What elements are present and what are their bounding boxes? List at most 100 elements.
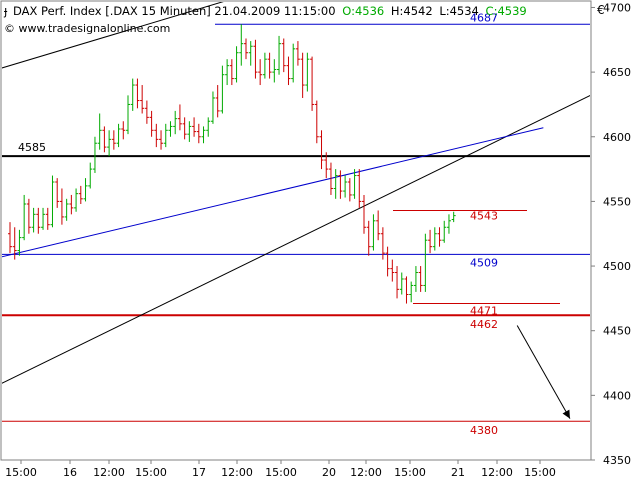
trend-line-3 (2, 127, 544, 258)
price-bar (182, 117, 187, 140)
price-bar (451, 211, 456, 223)
price-bar (399, 272, 404, 295)
y-tick-label: 4500 (603, 260, 631, 273)
price-bar (343, 175, 348, 198)
x-tick-label: 20 (322, 466, 336, 479)
price-bar (107, 130, 112, 157)
price-bar (347, 178, 352, 202)
price-bar (45, 207, 50, 230)
price-bar (69, 194, 74, 215)
level-label-4380: 4380 (470, 424, 498, 437)
price-bar (239, 24, 244, 66)
level-label-4543: 4543 (470, 209, 498, 222)
price-bar (267, 52, 272, 79)
y-tick-label: 4650 (603, 66, 631, 79)
plot-frame (0, 0, 592, 461)
pen-icon: ɟ (3, 4, 8, 18)
price-bar (352, 169, 357, 199)
y-tick-label: 4450 (603, 325, 631, 338)
price-bar (97, 113, 102, 150)
price-bar (244, 38, 248, 60)
price-bar (262, 52, 267, 79)
price-bar (300, 52, 305, 98)
price-bar (59, 188, 64, 225)
price-bar (253, 39, 258, 79)
x-tick-label: 16 (63, 466, 77, 479)
y-tick-label: 4600 (603, 131, 631, 144)
arrow-shaft (516, 325, 571, 419)
price-bar (206, 117, 211, 137)
open-value: O:4536 (342, 4, 384, 18)
level-label-4462: 4462 (470, 318, 498, 331)
x-tick-label: 12:00 (93, 466, 125, 479)
level-label-4585: 4585 (18, 141, 46, 154)
price-bar (116, 123, 121, 148)
x-tick-label: 15:00 (394, 466, 426, 479)
price-bar (74, 188, 79, 212)
price-bar (36, 207, 41, 234)
price-bar (314, 100, 319, 144)
price-bar (88, 162, 93, 189)
price-bar (333, 169, 338, 199)
currency-label: € (597, 3, 605, 17)
x-tick-label: 12:00 (221, 466, 253, 479)
forecast-arrow (516, 325, 571, 419)
price-bar (446, 214, 451, 234)
x-tick-label: 15:00 (265, 466, 297, 479)
chart-header: ɟ DAX Perf. Index [.DAX 15 Minuten] 21.0… (3, 3, 605, 35)
y-axis: 4350 4400 4450 4500 4550 4600 4650 4700 (591, 1, 631, 467)
price-bar (50, 175, 55, 228)
trend-line-1 (2, 2, 224, 69)
price-bar (154, 123, 159, 148)
price-bar (413, 266, 418, 292)
price-bar (395, 266, 400, 299)
price-bar (31, 207, 36, 233)
price-bar (248, 41, 253, 66)
x-tick-label: 15:00 (524, 466, 556, 479)
price-bar (102, 126, 107, 153)
x-tick-label: 15:00 (135, 466, 167, 479)
price-bar (187, 121, 192, 142)
price-bar (192, 117, 197, 137)
price-bar (442, 220, 447, 243)
price-bar (328, 162, 333, 195)
price-bar (12, 227, 17, 260)
price-bar (432, 227, 437, 251)
price-bar (404, 276, 409, 304)
price-bar (362, 194, 366, 234)
price-bar (305, 52, 310, 92)
price-bar (149, 110, 154, 137)
price-bar (281, 38, 286, 73)
price-bar (17, 229, 22, 256)
price-bar (130, 78, 135, 111)
price-bar (418, 266, 423, 292)
low-value: L:4534 (439, 4, 479, 18)
price-bar (366, 220, 371, 256)
price-bar (229, 59, 234, 86)
price-bar (144, 100, 149, 124)
price-bar (258, 59, 263, 86)
price-bar (428, 229, 433, 254)
trend-lines (2, 2, 590, 384)
x-tick-label: 12:00 (481, 466, 513, 479)
price-bar (159, 130, 164, 150)
price-bar (92, 136, 97, 173)
x-axis: 15:00 16 12:00 15:00 17 12:00 15:00 20 12:00 15:0… (5, 460, 556, 479)
price-bar (163, 123, 168, 148)
price-bar (409, 281, 414, 303)
price-bar (272, 59, 277, 83)
x-tick-label: 12:00 (350, 466, 382, 479)
x-tick-label: 15:00 (5, 466, 37, 479)
price-bar (376, 210, 381, 241)
price-bar (380, 227, 385, 260)
price-bar (8, 222, 12, 254)
price-bars (8, 24, 456, 304)
price-bar (168, 121, 173, 137)
level-label-4687: 4687 (470, 11, 498, 24)
price-bar (295, 41, 300, 66)
price-bar (210, 91, 215, 124)
price-bar (423, 233, 428, 292)
